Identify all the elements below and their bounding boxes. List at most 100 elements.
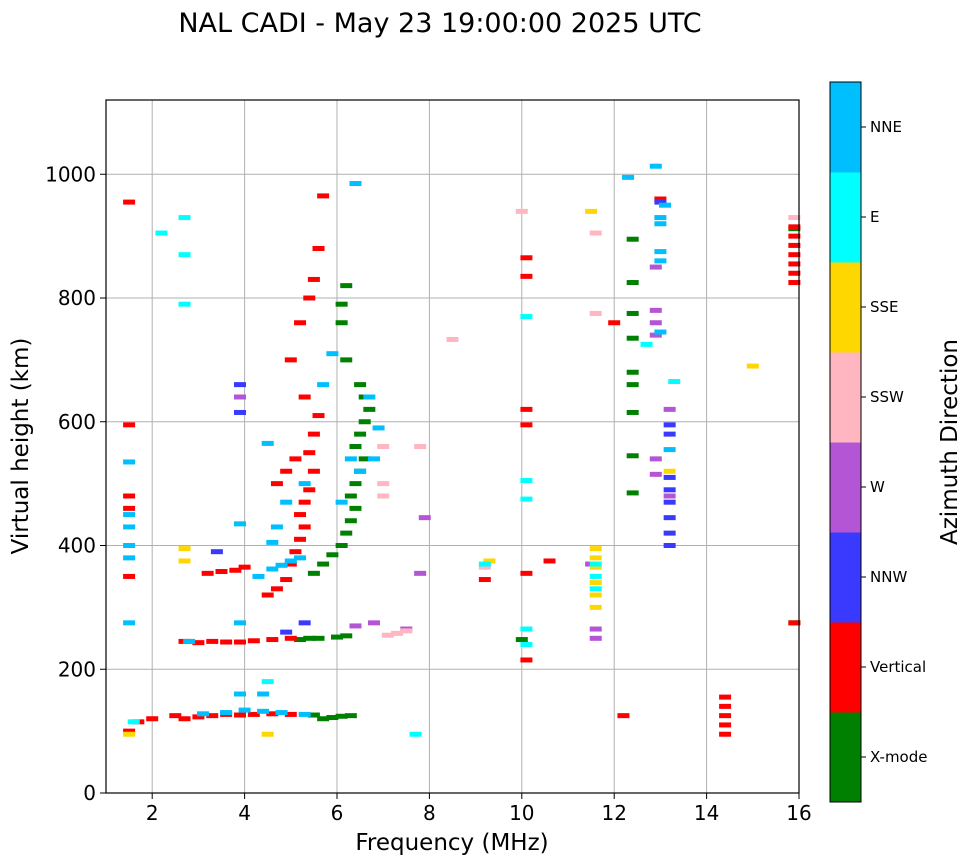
- data-point-vertical: [719, 703, 732, 709]
- data-point-nne: [344, 456, 357, 462]
- data-point-x-mode: [344, 518, 357, 524]
- x-tick-label: 16: [786, 801, 811, 825]
- data-point-nne: [298, 711, 311, 717]
- data-point-sse: [589, 604, 602, 610]
- data-point-vertical: [294, 320, 307, 326]
- data-point-nne: [238, 707, 251, 713]
- data-point-x-mode: [331, 634, 343, 640]
- data-point-vertical: [192, 640, 205, 646]
- data-point-nne: [654, 329, 667, 335]
- data-point-nne: [257, 691, 270, 697]
- data-point-e: [178, 252, 191, 258]
- x-tick-label: 12: [601, 801, 626, 825]
- data-point-w: [649, 264, 662, 270]
- data-point-vertical: [543, 558, 556, 564]
- data-point-nne: [622, 174, 635, 180]
- data-point-ssw: [400, 628, 413, 634]
- data-point-nnw: [280, 629, 293, 635]
- data-point-ssw: [377, 493, 390, 499]
- colorbar-swatch: [830, 262, 861, 353]
- x-tick-label: 4: [238, 801, 251, 825]
- data-point-nnw: [663, 499, 676, 505]
- data-point-sse: [589, 546, 602, 552]
- data-point-vertical: [312, 246, 325, 251]
- colorbar: X-mode Vertical NNW W SSW SSE E NNE: [830, 82, 927, 803]
- data-point-e: [589, 573, 602, 579]
- colorbar-label: SSE: [870, 298, 899, 316]
- data-point-vertical: [788, 224, 801, 230]
- data-point-e: [178, 301, 191, 307]
- data-point-vertical: [270, 586, 283, 592]
- data-point-nne: [261, 440, 274, 446]
- data-point-x-mode: [340, 357, 353, 363]
- data-point-vertical: [206, 713, 219, 719]
- data-point-nne: [233, 691, 246, 697]
- y-axis-label: Virtual height (km): [8, 338, 34, 555]
- data-point-nnw: [663, 487, 676, 493]
- data-point-vertical: [289, 549, 302, 555]
- data-point-vertical: [312, 413, 325, 419]
- data-point-sse: [261, 731, 274, 737]
- data-point-nne: [284, 558, 297, 564]
- data-point-vertical: [303, 487, 316, 493]
- colorbar-title: Azimuth Direction: [937, 339, 963, 545]
- data-point-nne: [275, 710, 288, 716]
- axis-ticks: 2 4 6 8 10 12 14 16 0 200 400 600 800 1000: [45, 162, 812, 825]
- data-point-w: [649, 307, 662, 313]
- colorbar-swatch: [830, 712, 861, 803]
- data-point-nne: [349, 181, 362, 187]
- data-point-nnw: [663, 543, 676, 548]
- data-point-vertical: [284, 635, 297, 641]
- colorbar-swatch: [830, 82, 861, 173]
- data-point-e: [668, 379, 681, 385]
- data-point-x-mode: [335, 320, 348, 326]
- data-point-nne: [123, 543, 136, 548]
- data-point-nne: [183, 638, 196, 644]
- data-point-nne: [233, 521, 246, 527]
- data-point-x-mode: [335, 301, 348, 307]
- data-point-nne: [335, 499, 348, 505]
- data-point-vertical: [123, 199, 136, 205]
- data-point-nne: [367, 456, 380, 462]
- data-point-vertical: [617, 713, 630, 719]
- data-point-nnw: [663, 431, 676, 437]
- data-point-nne: [294, 555, 307, 561]
- colorbar-label: W: [870, 478, 885, 496]
- data-point-nne: [197, 711, 210, 717]
- data-point-nne: [326, 351, 339, 357]
- data-point-vertical: [788, 270, 801, 276]
- data-point-nne: [233, 620, 246, 626]
- data-point-e: [520, 496, 533, 502]
- data-point-x-mode: [344, 493, 357, 499]
- data-point-x-mode: [626, 490, 639, 496]
- data-point-e: [589, 586, 602, 592]
- data-point-nne: [123, 524, 136, 530]
- chart-title: NAL CADI - May 23 19:00:00 2025 UTC: [178, 8, 701, 39]
- data-point-e: [520, 478, 533, 484]
- data-point-nnw: [210, 549, 223, 555]
- data-point-e: [261, 679, 274, 685]
- data-point-sse: [589, 580, 602, 586]
- data-point-x-mode: [354, 431, 367, 437]
- data-point-vertical: [719, 713, 732, 719]
- x-tick-label: 14: [694, 801, 719, 825]
- data-point-vertical: [719, 694, 732, 700]
- data-point-vertical: [215, 568, 228, 574]
- data-point-ssw: [446, 336, 459, 342]
- data-point-vertical: [303, 450, 316, 456]
- data-point-vertical: [520, 422, 533, 428]
- data-point-vertical: [123, 728, 136, 734]
- data-point-vertical: [280, 468, 293, 474]
- data-point-nnw: [298, 620, 311, 626]
- data-point-x-mode: [363, 406, 376, 412]
- data-point-vertical: [307, 468, 320, 474]
- data-point-e: [520, 642, 533, 647]
- data-point-nne: [220, 710, 233, 716]
- data-point-e: [409, 731, 422, 737]
- data-point-x-mode: [515, 637, 528, 643]
- y-tick-label: 1000: [45, 162, 96, 186]
- y-tick-label: 400: [58, 534, 96, 558]
- x-tick-label: 8: [423, 801, 436, 825]
- data-point-vertical: [123, 422, 136, 428]
- data-point-x-mode: [626, 369, 639, 375]
